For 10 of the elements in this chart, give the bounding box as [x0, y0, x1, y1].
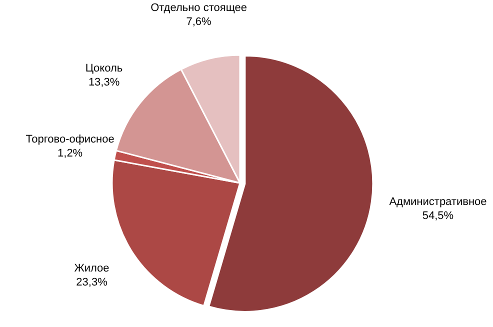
data-label: 1,2%	[58, 147, 83, 160]
slice-label: Отдельно стоящее	[150, 2, 248, 14]
data-label: 54,5%	[422, 210, 454, 222]
data-label: 7,6%	[186, 16, 212, 28]
slice-label: Административное	[389, 196, 487, 208]
data-label: 13,3%	[88, 76, 120, 88]
data-label: 23,3%	[76, 276, 108, 288]
slice-label: Торгово-офисное	[26, 133, 114, 146]
slice-label: Жилое	[74, 262, 110, 274]
slice-label: Цоколь	[85, 62, 123, 74]
